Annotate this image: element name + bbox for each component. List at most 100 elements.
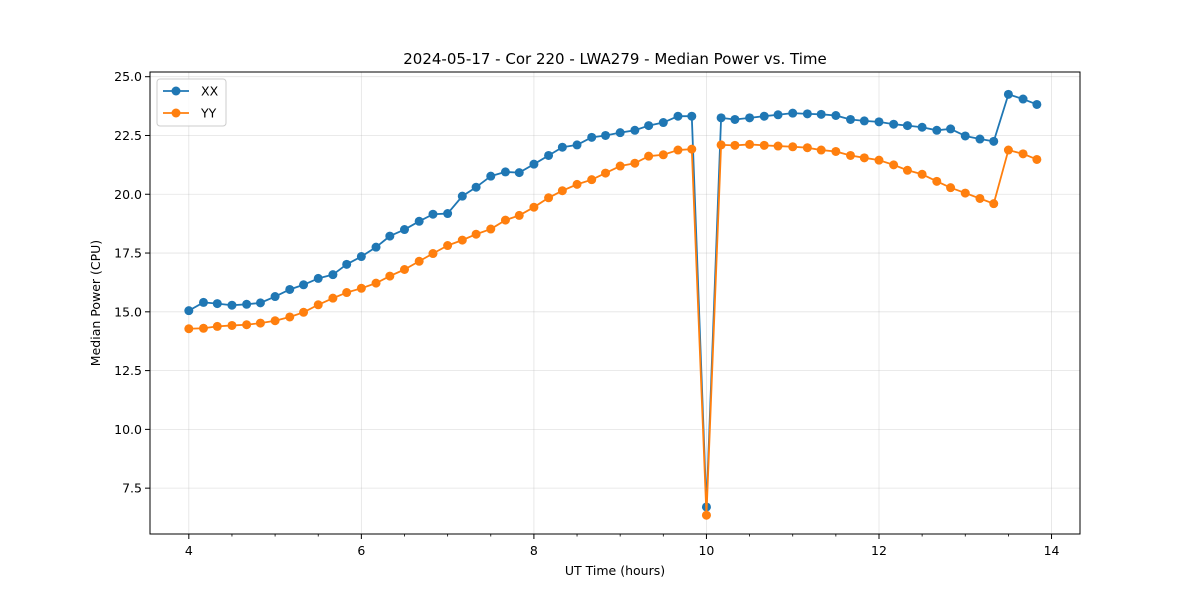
- data-point-yy: [759, 140, 769, 150]
- data-point-yy: [902, 165, 912, 175]
- legend-marker-xx: [171, 86, 181, 96]
- data-point-xx: [544, 150, 554, 160]
- data-point-yy: [730, 140, 740, 150]
- data-point-xx: [285, 284, 295, 294]
- data-point-yy: [443, 241, 453, 251]
- data-point-xx: [687, 111, 697, 121]
- data-point-yy: [788, 142, 798, 152]
- data-point-yy: [889, 160, 899, 170]
- data-point-xx: [673, 111, 683, 121]
- data-point-xx: [227, 300, 237, 310]
- data-point-xx: [313, 273, 323, 283]
- data-point-yy: [816, 145, 826, 155]
- data-point-yy: [471, 229, 481, 239]
- data-point-xx: [788, 108, 798, 118]
- y-tick-label: 17.5: [114, 246, 142, 261]
- data-point-xx: [917, 122, 927, 132]
- data-point-xx: [443, 209, 453, 219]
- data-point-xx: [730, 114, 740, 124]
- x-axis: 4 6 8 10 12 14: [185, 534, 1060, 558]
- data-point-yy: [529, 202, 539, 212]
- data-point-xx: [471, 182, 481, 192]
- y-tick-label: 22.5: [114, 128, 142, 143]
- y-tick-label: 20.0: [114, 187, 142, 202]
- data-point-xx: [414, 216, 424, 226]
- data-point-yy: [544, 193, 554, 203]
- legend-marker-yy: [171, 108, 181, 118]
- data-point-yy: [400, 265, 409, 274]
- data-point-xx: [658, 118, 668, 128]
- y-axis: 7.5 10.0 12.5 15.0 17.5 20.0 22.5 25.0: [114, 69, 150, 496]
- data-point-yy: [946, 183, 956, 193]
- y-axis-label: Median Power (CPU): [88, 240, 103, 366]
- x-tick-label: 14: [1044, 543, 1060, 558]
- chart-title: 2024-05-17 - Cor 220 - LWA279 - Median P…: [403, 50, 827, 68]
- data-point-xx: [242, 299, 252, 309]
- data-point-yy: [414, 256, 424, 266]
- data-point-yy: [500, 215, 510, 225]
- data-point-yy: [1003, 145, 1013, 155]
- data-point-yy: [457, 235, 467, 245]
- data-point-xx: [816, 109, 826, 119]
- data-point-xx: [557, 142, 567, 152]
- data-point-xx: [299, 280, 309, 290]
- data-point-yy: [874, 155, 884, 165]
- data-point-yy: [212, 321, 222, 331]
- data-point-xx: [255, 298, 265, 308]
- data-point-xx: [529, 159, 539, 169]
- data-point-xx: [975, 134, 985, 144]
- data-point-yy: [960, 188, 970, 198]
- data-point-yy: [975, 193, 985, 203]
- data-point-yy: [1032, 154, 1042, 164]
- data-point-xx: [1032, 99, 1042, 109]
- data-point-yy: [198, 323, 208, 333]
- y-tick-label: 15.0: [114, 304, 142, 319]
- data-point-yy: [846, 150, 856, 160]
- data-point-xx: [270, 292, 280, 302]
- series-xx: [184, 89, 1042, 512]
- data-point-xx: [500, 167, 510, 177]
- data-point-xx: [328, 270, 338, 280]
- data-point-yy: [184, 324, 194, 334]
- data-point-yy: [673, 145, 683, 155]
- data-point-yy: [630, 158, 640, 168]
- data-point-yy: [428, 249, 438, 259]
- x-tick-label: 12: [871, 543, 887, 558]
- data-point-yy: [601, 168, 611, 178]
- data-point-xx: [644, 121, 654, 131]
- data-point-yy: [701, 510, 711, 520]
- x-tick-label: 10: [698, 543, 714, 558]
- y-tick-label: 10.0: [114, 422, 142, 437]
- data-point-xx: [932, 125, 942, 135]
- data-point-xx: [1018, 94, 1028, 104]
- data-point-yy: [270, 316, 280, 326]
- data-point-xx: [745, 113, 755, 123]
- x-axis-label: UT Time (hours): [565, 563, 665, 578]
- data-point-yy: [227, 320, 237, 330]
- data-point-xx: [846, 114, 856, 124]
- data-point-yy: [557, 186, 567, 196]
- x-tick-label: 6: [357, 543, 365, 558]
- y-tick-label: 25.0: [114, 69, 142, 84]
- data-point-xx: [960, 131, 970, 141]
- data-point-xx: [716, 113, 726, 123]
- data-point-xx: [1003, 89, 1013, 99]
- data-point-xx: [514, 168, 524, 178]
- data-point-xx: [342, 259, 352, 269]
- data-point-yy: [371, 278, 381, 288]
- data-point-xx: [601, 130, 611, 140]
- data-point-yy: [687, 144, 697, 154]
- data-point-yy: [587, 175, 597, 185]
- data-point-xx: [902, 121, 912, 131]
- legend-label-xx: XX: [201, 84, 219, 99]
- data-point-yy: [989, 199, 999, 209]
- legend-label-yy: YY: [200, 106, 217, 121]
- data-point-yy: [917, 169, 927, 179]
- data-point-xx: [773, 110, 783, 120]
- data-point-xx: [615, 128, 625, 138]
- x-tick-label: 8: [530, 543, 538, 558]
- grid-lines: [150, 72, 1080, 534]
- data-point-yy: [572, 179, 582, 189]
